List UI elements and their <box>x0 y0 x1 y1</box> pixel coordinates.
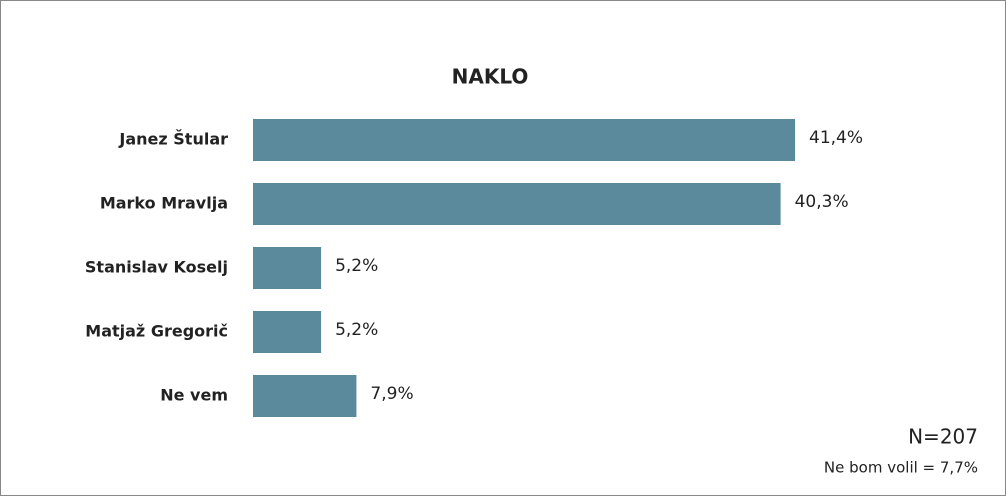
category-label: Matjaž Gregorič <box>85 322 228 341</box>
value-label: 41,4% <box>809 128 863 148</box>
category-label: Janez Štular <box>118 130 228 149</box>
chart-title: NAKLO <box>452 65 529 89</box>
value-label: 5,2% <box>335 256 378 276</box>
category-label: Marko Mravlja <box>100 194 228 213</box>
bar <box>253 375 357 417</box>
bar <box>253 183 781 225</box>
category-label: Ne vem <box>160 386 228 405</box>
bar <box>253 119 795 161</box>
annotation: Ne bom volil = 7,7% <box>824 459 978 477</box>
value-label: 5,2% <box>335 320 378 340</box>
annotation: N=207 <box>908 425 978 449</box>
value-label: 7,9% <box>370 384 413 404</box>
bar <box>253 311 322 353</box>
bar <box>253 247 322 289</box>
category-label: Stanislav Koselj <box>85 258 228 277</box>
value-label: 40,3% <box>795 192 849 212</box>
